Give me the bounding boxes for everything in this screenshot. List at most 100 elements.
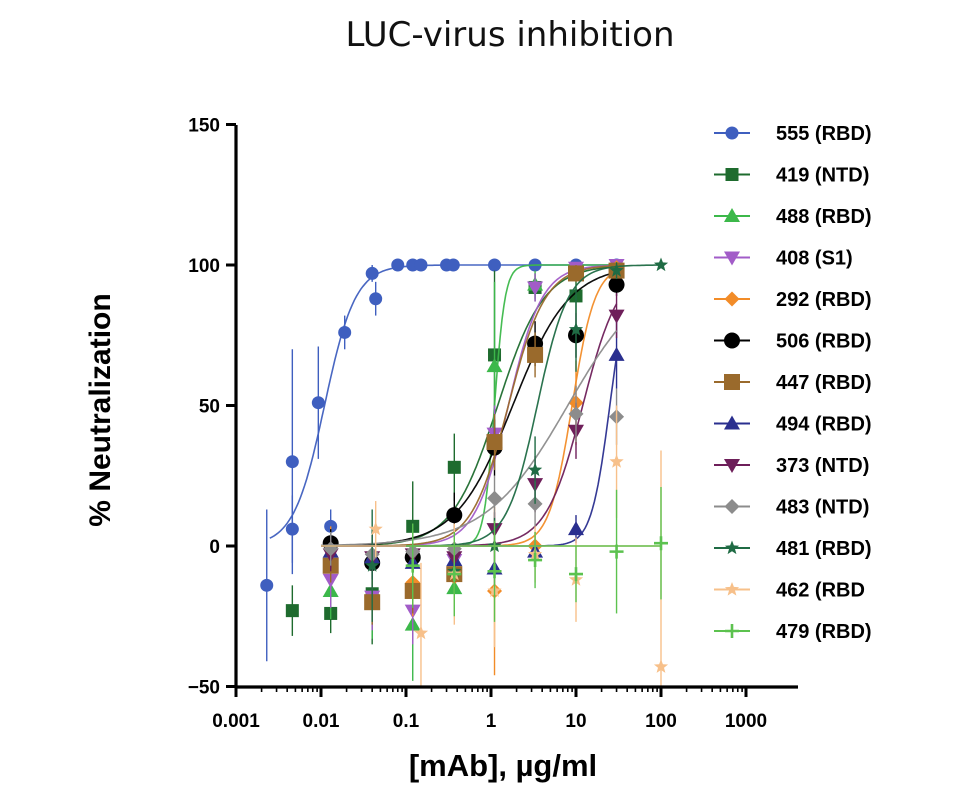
legend-item: 488 (RBD) — [714, 206, 872, 228]
legend-item: 462 (RBD — [714, 580, 865, 602]
data-point — [446, 507, 463, 524]
data-point — [568, 406, 584, 422]
data-point — [323, 541, 339, 557]
data-point — [608, 346, 625, 361]
series-4 — [321, 259, 625, 645]
legend-label: 447 (RBD) — [776, 372, 872, 394]
legend-item: 408 (S1) — [714, 248, 853, 270]
y-tick-label: 0 — [209, 537, 220, 558]
data-point — [447, 567, 462, 582]
legend-label: 483 (NTD) — [776, 497, 869, 519]
data-point — [653, 659, 669, 673]
data-point — [311, 396, 325, 410]
data-point — [405, 558, 420, 573]
legend-label: 494 (RBD) — [776, 414, 872, 436]
legend-marker — [724, 582, 740, 596]
legend-marker — [724, 540, 740, 555]
series-13 — [405, 486, 668, 622]
data-point — [528, 553, 543, 568]
legend-item: 483 (NTD) — [714, 497, 869, 519]
legend-item: 447 (RBD) — [714, 372, 872, 394]
legend-label: 481 (RBD) — [776, 538, 872, 560]
x-tick-label: 0.001 — [212, 711, 260, 732]
chart-title: LUC-virus inhibition — [346, 15, 675, 55]
legend-label: 419 (NTD) — [776, 165, 869, 187]
data-point — [527, 346, 544, 363]
series-3 — [321, 259, 625, 681]
x-tick-label: 1 — [486, 711, 497, 732]
data-point — [568, 322, 584, 336]
legend-label: 488 (RBD) — [776, 206, 872, 228]
legend-label: 408 (S1) — [776, 248, 853, 270]
legend-marker — [725, 126, 739, 140]
legend-marker — [724, 415, 740, 430]
data-point — [609, 263, 624, 277]
legend-label: 479 (RBD) — [776, 621, 872, 643]
series-1 — [260, 258, 624, 662]
y-tick-label: −50 — [188, 678, 220, 699]
legend-marker — [724, 332, 740, 349]
data-point — [486, 358, 503, 373]
legend-item: 494 (RBD) — [714, 414, 872, 436]
data-point — [365, 558, 380, 572]
data-point — [487, 490, 503, 506]
data-point — [447, 460, 461, 474]
data-point — [285, 455, 299, 469]
data-point — [365, 266, 379, 280]
data-point — [368, 521, 383, 536]
data-point — [568, 265, 584, 282]
data-point — [486, 434, 503, 451]
data-point — [569, 567, 583, 582]
data-point — [609, 544, 624, 559]
data-point — [413, 625, 429, 640]
legend-label: 462 (RBD — [776, 580, 865, 602]
data-point — [608, 276, 625, 293]
x-tick-label: 10 — [565, 711, 586, 732]
legend-marker — [724, 499, 740, 514]
legend-item: 481 (RBD) — [714, 538, 872, 560]
fit-curve — [321, 330, 618, 547]
legend-marker — [725, 168, 739, 181]
data-point — [568, 521, 584, 536]
legend-marker — [724, 291, 740, 307]
legend-item: 506 (RBD) — [714, 331, 872, 353]
y-tick-label: 100 — [188, 256, 220, 277]
y-tick-label: 50 — [199, 397, 220, 418]
data-point — [527, 281, 544, 296]
series-7 — [321, 262, 625, 625]
x-tick-label: 0.1 — [393, 711, 420, 732]
data-point — [654, 536, 668, 551]
axes: −50 0 50 100 150 0.001 0.01 0.1 1 10 100 1000 — [188, 116, 798, 732]
y-axis-title: % Neutralization — [84, 293, 117, 526]
data-point — [608, 309, 625, 324]
data-point — [391, 258, 405, 272]
data-point — [609, 454, 624, 468]
data-point — [653, 257, 669, 272]
legend-label: 555 (RBD) — [776, 123, 872, 145]
data-point — [488, 258, 502, 272]
y-tick-label: 150 — [188, 116, 220, 137]
data-point — [369, 292, 383, 306]
x-tick-label: 1000 — [725, 711, 767, 732]
legend: 555 (RBD) 419 (NTD) 488 (RBD) 408 (S1) 292 (… — [714, 123, 872, 643]
legend-label: 292 (RBD) — [776, 289, 872, 311]
x-tick-label: 0.01 — [303, 711, 340, 732]
legend-marker — [725, 624, 739, 638]
x-axis-title: [mAb], µg/ml — [409, 748, 597, 783]
legend-item: 479 (RBD) — [714, 621, 872, 643]
data-point — [285, 604, 299, 618]
legend-marker — [724, 374, 740, 390]
data-point — [527, 462, 543, 477]
legend-item: 555 (RBD) — [714, 123, 872, 145]
fit-curve — [321, 270, 617, 547]
legend-item: 419 (NTD) — [714, 165, 869, 187]
x-tick-label: 100 — [645, 711, 677, 732]
legend-label: 506 (RBD) — [776, 331, 872, 353]
legend-marker — [724, 459, 740, 473]
data-point — [260, 578, 274, 592]
data-point — [414, 258, 428, 272]
series-5 — [321, 260, 625, 676]
data-point — [338, 325, 352, 339]
data-point — [487, 564, 502, 579]
